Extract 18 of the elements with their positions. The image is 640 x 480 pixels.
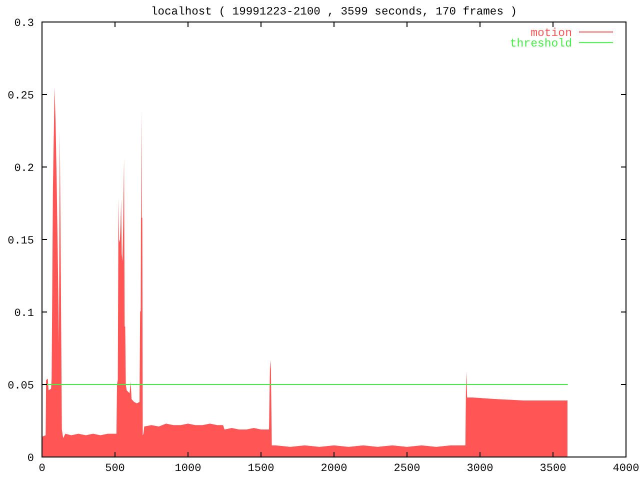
x-tick-label: 2000 bbox=[320, 463, 348, 475]
y-tick-label: 0.05 bbox=[8, 380, 34, 392]
x-tick-label: 500 bbox=[105, 463, 125, 475]
x-tick-label: 1000 bbox=[174, 463, 202, 475]
y-tick-label: 0.15 bbox=[8, 236, 34, 248]
x-tick-label: 4000 bbox=[612, 463, 640, 475]
x-tick-label: 1500 bbox=[248, 463, 274, 475]
x-tick-label: 2500 bbox=[394, 463, 420, 475]
chart-title: localhost ( 19991223-2100 , 3599 seconds, 170 frames ) bbox=[150, 6, 518, 18]
x-tick-label: 3000 bbox=[466, 463, 494, 475]
y-tick-label: 0.25 bbox=[8, 90, 34, 102]
y-tick-label: 0.2 bbox=[14, 163, 34, 175]
legend-label: threshold bbox=[510, 38, 572, 51]
y-tick-label: 0 bbox=[27, 453, 34, 465]
y-tick-label: 0.3 bbox=[14, 18, 34, 30]
y-tick-label: 0.1 bbox=[14, 308, 34, 320]
x-tick-label: 0 bbox=[38, 463, 46, 475]
x-tick-label: 3500 bbox=[540, 463, 566, 475]
